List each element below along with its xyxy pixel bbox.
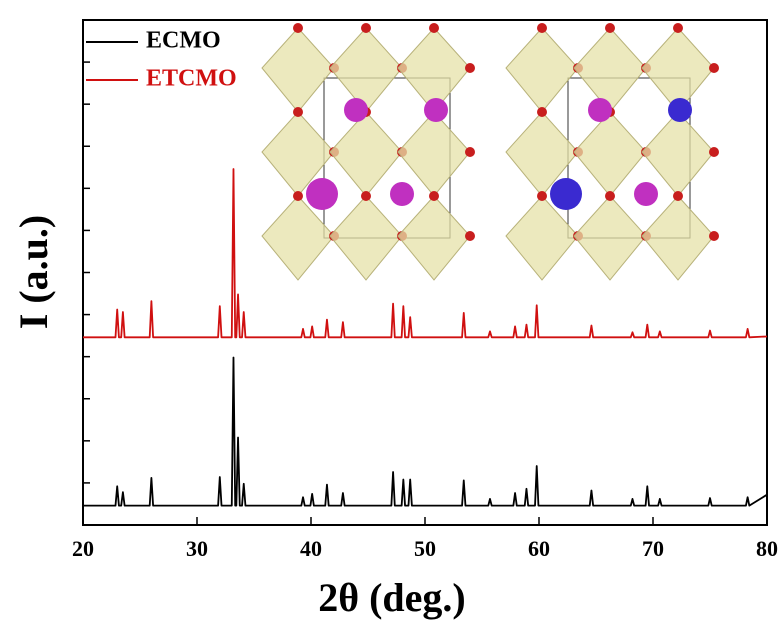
oxygen-atom (673, 23, 683, 33)
oxygen-atom (465, 147, 475, 157)
octahedron (330, 28, 402, 112)
cation-atom (306, 178, 338, 210)
oxygen-atom (605, 23, 615, 33)
oxygen-atom (429, 191, 439, 201)
octahedron (330, 196, 402, 280)
x-tick-label: 70 (642, 536, 664, 561)
octahedron (262, 28, 334, 112)
cation-atom (424, 98, 448, 122)
cation-atom (668, 98, 692, 122)
octahedron (330, 112, 402, 196)
chart: 2θ (deg.) I (a.u.) 20 30 40 50 60 70 80 ECMO ETC… (0, 0, 784, 629)
octahedron (574, 28, 646, 112)
oxygen-atom (293, 23, 303, 33)
crystal-structure-insets (262, 23, 719, 280)
oxygen-atom (293, 107, 303, 117)
x-tick-label: 50 (414, 536, 436, 561)
oxygen-atom (709, 231, 719, 241)
oxygen-atom (537, 191, 547, 201)
x-tick-label: 80 (756, 536, 778, 561)
oxygen-atom (537, 107, 547, 117)
octahedron (642, 196, 714, 280)
x-tick-label: 40 (300, 536, 322, 561)
x-tick-label: 20 (72, 536, 94, 561)
octahedron (398, 112, 470, 196)
legend-label: ECMO (146, 28, 221, 54)
cation-atom (390, 182, 414, 206)
x-tick-label: 60 (528, 536, 550, 561)
octahedron (574, 196, 646, 280)
octahedron (398, 196, 470, 280)
cation-atom (344, 98, 368, 122)
oxygen-atom (465, 63, 475, 73)
legend-label: ETCMO (146, 66, 237, 92)
cation-atom (550, 178, 582, 210)
octahedron (506, 28, 578, 112)
x-axis-label: 2θ (deg.) (318, 575, 466, 620)
oxygen-atom (361, 191, 371, 201)
oxygen-atom (605, 191, 615, 201)
x-tick-label: 30 (186, 536, 208, 561)
octahedron (642, 112, 714, 196)
oxygen-atom (361, 23, 371, 33)
cation-atom (634, 182, 658, 206)
oxygen-atom (537, 23, 547, 33)
cation-atom (588, 98, 612, 122)
xrd-pattern (83, 358, 767, 506)
oxygen-atom (465, 231, 475, 241)
oxygen-atom (709, 147, 719, 157)
octahedron (574, 112, 646, 196)
oxygen-atom (673, 191, 683, 201)
oxygen-atom (429, 23, 439, 33)
oxygen-atom (709, 63, 719, 73)
y-axis-label: I (a.u.) (11, 215, 56, 329)
oxygen-atom (293, 191, 303, 201)
